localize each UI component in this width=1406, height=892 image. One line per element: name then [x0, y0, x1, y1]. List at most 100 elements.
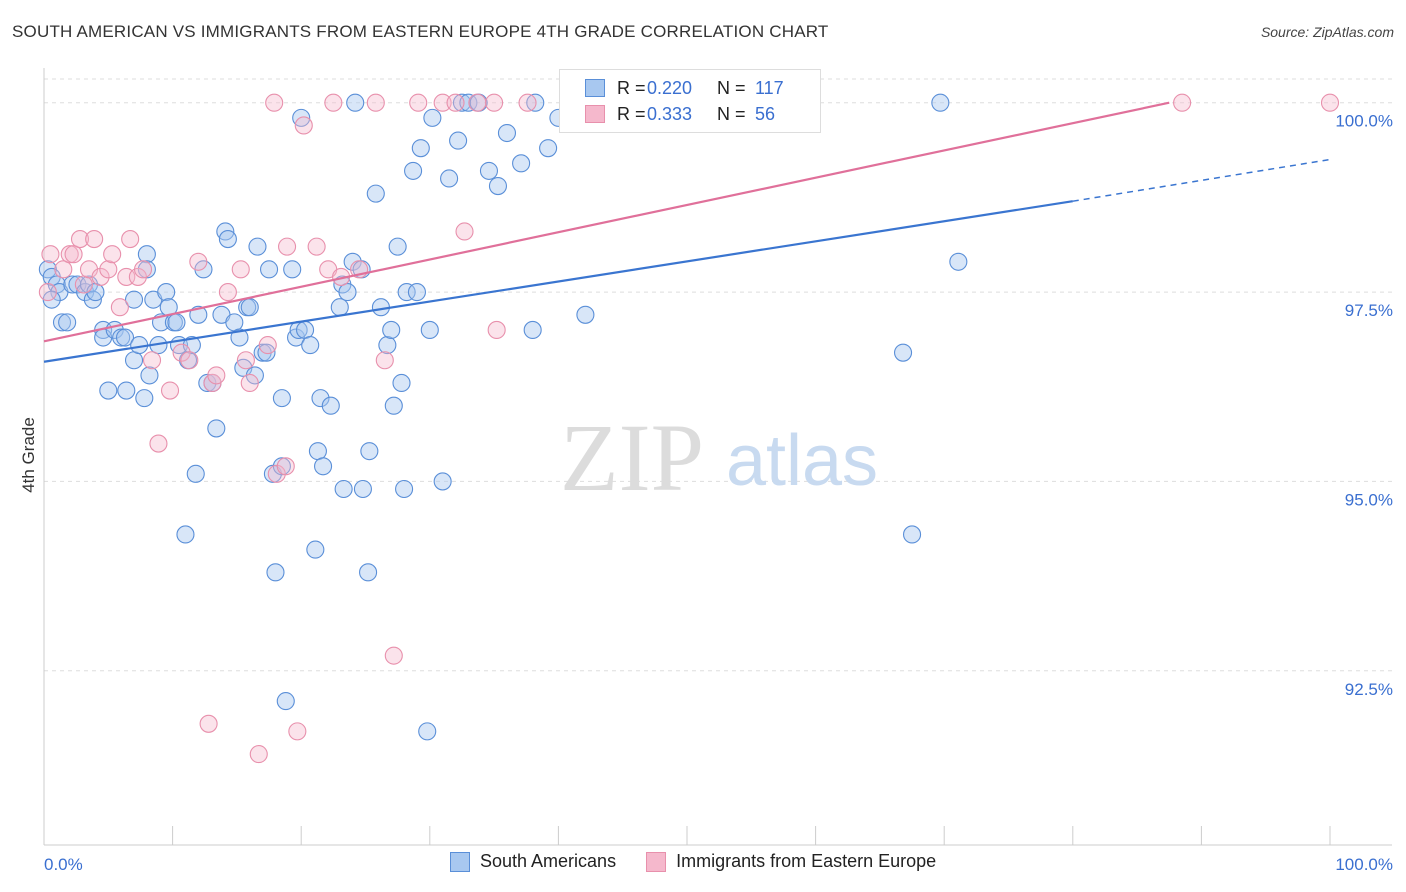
data-point-immigrant-eastern-europe: [231, 260, 250, 279]
data-point-immigrant-eastern-europe: [249, 745, 268, 764]
legend-label: South Americans: [480, 851, 617, 871]
y-tick-label: 92.5%: [1345, 680, 1393, 699]
trend-line-south-americans-extension: [1072, 158, 1331, 202]
data-point-south-american: [248, 237, 267, 256]
data-point-immigrant-eastern-europe: [487, 320, 506, 340]
data-point-immigrant-eastern-europe: [199, 714, 218, 733]
data-point-immigrant-eastern-europe: [60, 245, 79, 264]
watermark-zip: ZIP: [560, 404, 704, 511]
data-point-immigrant-eastern-europe: [85, 230, 104, 249]
data-point-immigrant-eastern-europe: [485, 93, 504, 112]
data-point-immigrant-eastern-europe: [236, 351, 255, 370]
data-point-south-american: [157, 283, 176, 302]
data-point-south-american: [479, 161, 499, 180]
legend-n-label: N =: [717, 77, 746, 98]
data-point-south-american: [526, 93, 545, 112]
data-point-south-american: [366, 184, 385, 203]
data-point-south-american: [407, 283, 426, 302]
data-point-south-american: [497, 123, 517, 143]
legend-row-south-americans: R = 0.220 N = 117: [585, 76, 784, 100]
data-point-south-american: [99, 381, 118, 400]
data-point-south-american: [182, 336, 201, 355]
data-point-immigrant-eastern-europe: [38, 283, 57, 302]
data-point-immigrant-eastern-europe: [294, 116, 313, 135]
data-point-immigrant-eastern-europe: [149, 434, 168, 453]
data-point-south-american: [301, 336, 320, 355]
data-point-immigrant-eastern-europe: [218, 283, 237, 302]
data-point-south-american: [420, 320, 439, 340]
legend-swatch-blue: [450, 851, 470, 872]
data-point-immigrant-eastern-europe: [324, 93, 343, 112]
data-point-south-american: [440, 169, 459, 188]
data-point-south-american: [266, 563, 285, 582]
data-point-south-american: [112, 328, 131, 347]
data-point-immigrant-eastern-europe: [1320, 93, 1340, 112]
data-point-immigrant-eastern-europe: [160, 381, 180, 400]
data-point-immigrant-eastern-europe: [172, 343, 191, 362]
legend-item-immigrants[interactable]: Immigrants from Eastern Europe: [646, 851, 936, 872]
data-point-immigrant-eastern-europe: [103, 245, 122, 264]
data-point-immigrant-eastern-europe: [265, 93, 284, 112]
data-point-immigrant-eastern-europe: [384, 646, 403, 665]
data-point-south-american: [186, 464, 205, 483]
data-point-immigrant-eastern-europe: [41, 245, 60, 264]
watermark-atlas: atlas: [726, 421, 878, 501]
data-point-immigrant-eastern-europe: [468, 93, 487, 112]
data-point-south-american: [135, 389, 154, 408]
data-point-south-american: [449, 131, 468, 150]
data-point-south-american: [272, 389, 291, 408]
data-point-south-american: [418, 722, 437, 741]
watermark: ZIP atlas: [560, 404, 878, 511]
data-point-south-american: [225, 313, 244, 332]
legend-r-label: R =: [617, 103, 646, 124]
data-point-south-american: [338, 283, 357, 302]
data-point-immigrant-eastern-europe: [518, 93, 537, 112]
data-point-south-american: [382, 320, 401, 340]
data-point-south-american: [392, 373, 411, 393]
data-point-south-american: [330, 298, 349, 317]
data-point-south-american: [411, 139, 430, 158]
data-point-south-american: [259, 260, 279, 279]
legend-row-immigrants: R = 0.333 N = 56: [585, 102, 775, 126]
data-point-immigrant-eastern-europe: [74, 275, 93, 294]
data-point-south-american: [218, 230, 237, 249]
legend-n-value: 56: [755, 103, 776, 124]
data-point-south-american: [124, 290, 144, 309]
data-point-south-american: [58, 313, 77, 332]
trend-line-south-americans: [43, 200, 1073, 363]
tick-labels: 92.5% 95.0% 97.5% 100.0% 0.0% 100.0%: [44, 112, 1393, 874]
legend-item-south-americans[interactable]: South Americans: [450, 851, 616, 872]
data-point-immigrant-eastern-europe: [288, 722, 307, 741]
data-point-south-american: [306, 540, 325, 559]
legend-swatch-pink: [585, 105, 605, 123]
data-point-immigrant-eastern-europe: [207, 366, 226, 385]
data-point-immigrant-eastern-europe: [142, 351, 162, 370]
data-point-south-american: [423, 108, 442, 127]
data-point-south-american: [949, 252, 968, 271]
data-point-south-american: [488, 176, 508, 196]
data-point-immigrant-eastern-europe: [366, 93, 385, 112]
data-point-immigrant-eastern-europe: [375, 351, 394, 370]
data-point-immigrant-eastern-europe: [70, 230, 90, 249]
data-point-immigrant-eastern-europe: [64, 245, 83, 264]
legend-label: Immigrants from Eastern Europe: [676, 851, 937, 871]
data-point-south-american: [137, 245, 156, 264]
legend-r-value: 0.333: [647, 103, 693, 124]
y-tick-label: 95.0%: [1345, 490, 1393, 509]
x-tick-label-min: 0.0%: [44, 855, 83, 874]
data-point-immigrant-eastern-europe: [307, 237, 326, 256]
chart-title: SOUTH AMERICAN VS IMMIGRANTS FROM EASTER…: [12, 22, 829, 41]
data-point-south-american: [433, 472, 452, 491]
legend-swatch-pink: [646, 851, 667, 872]
data-point-immigrant-eastern-europe: [433, 93, 452, 112]
legend-n-value: 117: [755, 77, 784, 98]
data-point-south-american: [576, 305, 595, 324]
legend-r-value: 0.220: [647, 77, 693, 98]
data-point-south-american: [124, 351, 144, 370]
data-point-south-american: [893, 343, 913, 362]
data-point-south-american: [257, 343, 276, 362]
data-point-south-american: [334, 479, 353, 499]
y-tick-label: 97.5%: [1345, 301, 1393, 320]
data-point-south-american: [902, 525, 922, 544]
